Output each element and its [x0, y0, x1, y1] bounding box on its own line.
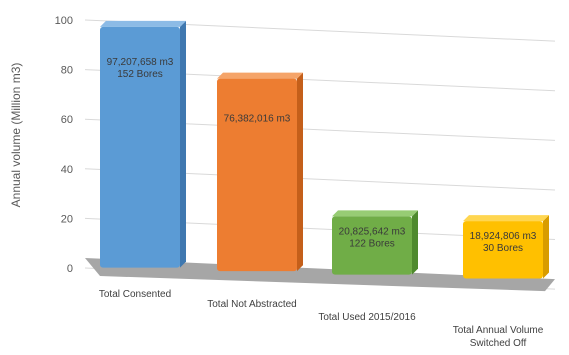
bar-top — [332, 210, 418, 217]
y-tick-label: 80 — [61, 65, 73, 77]
bar-top — [100, 20, 186, 27]
y-tick-label: 60 — [61, 114, 73, 126]
bar-front — [100, 26, 180, 268]
bar-top — [463, 215, 549, 222]
y-tick-label: 100 — [55, 15, 73, 27]
bar-data-label: 20,825,642 m3 — [339, 226, 406, 237]
bar-data-label: 152 Bores — [117, 69, 163, 80]
category-label: Total Consented — [99, 289, 171, 300]
bar-front — [463, 221, 543, 279]
bar-data-label: 76,382,016 m3 — [224, 114, 291, 125]
bar: 76,382,016 m3 — [217, 72, 303, 272]
bar-side — [297, 72, 303, 272]
category-label: Total Used 2015/2016 — [318, 312, 416, 323]
y-axis-label: Annual volume (Million m3) — [9, 63, 23, 208]
bar-side — [412, 210, 418, 275]
bar-front — [332, 216, 412, 275]
bar-data-label: 30 Bores — [483, 243, 523, 254]
bar-data-label: 122 Bores — [349, 238, 395, 249]
y-tick-labels: 0 20 40 60 80 100 — [55, 15, 73, 275]
category-label: Total Not Abstracted — [207, 299, 297, 310]
bar-data-label: 97,207,658 m3 — [107, 57, 174, 68]
bar-side — [543, 215, 549, 279]
y-tick-label: 0 — [67, 263, 73, 275]
category-labels: Total Consented Total Not Abstracted Total… — [99, 289, 544, 349]
bar-top — [217, 72, 303, 79]
category-label: Total Annual Volume — [453, 325, 544, 336]
bar-side — [180, 20, 186, 268]
bar-data-label: 18,924,806 m3 — [470, 231, 537, 242]
y-tick-label: 40 — [61, 164, 73, 176]
bar-front — [217, 78, 297, 272]
y-tick-label: 20 — [61, 213, 73, 225]
category-label: Switched Off — [470, 338, 527, 349]
chart-floor — [85, 258, 555, 292]
floor-plane — [85, 258, 555, 292]
